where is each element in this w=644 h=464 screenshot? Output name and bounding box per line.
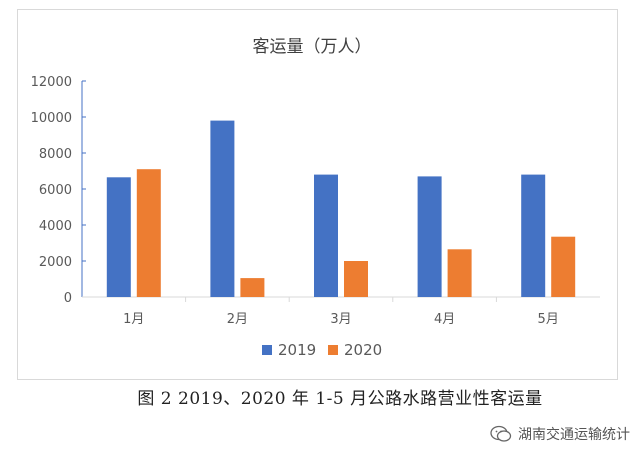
bar-2020 (344, 261, 368, 297)
y-tick-label: 4000 (39, 219, 72, 234)
legend-swatch-2019 (262, 345, 272, 355)
y-tick-label: 12000 (31, 75, 72, 90)
watermark: 湖南交通运输统计 (490, 424, 630, 444)
legend-label-2020: 2020 (344, 341, 382, 359)
legend: 2019 2020 (262, 341, 382, 359)
bar-2019 (417, 176, 442, 297)
chart-title: 客运量（万人） (253, 37, 372, 57)
legend-swatch-2020 (328, 345, 338, 355)
y-tick-label: 8000 (39, 147, 72, 162)
bars (106, 120, 576, 297)
x-tick-label: 5月 (538, 312, 559, 327)
x-tick-label: 4月 (434, 312, 455, 327)
watermark-text: 湖南交通运输统计 (518, 427, 630, 443)
bar-2020 (136, 169, 161, 297)
bar-2020 (447, 249, 472, 297)
y-tick-label: 0 (64, 291, 72, 306)
y-tick-label: 6000 (39, 183, 72, 198)
bar-2019 (521, 174, 546, 297)
y-tick-label: 10000 (31, 111, 72, 126)
bar-2020 (240, 278, 265, 297)
bar-2019 (314, 174, 338, 297)
bar-2020 (551, 236, 576, 297)
x-tick-label: 2月 (227, 312, 248, 327)
axes: 0 2000 4000 6000 8000 10000 12000 1月 2月 3月 4月 5月 (31, 75, 600, 327)
bar-2019 (106, 177, 131, 297)
bar-2019 (210, 120, 235, 297)
x-tick-label: 3月 (330, 312, 351, 327)
x-tick-label: 1月 (123, 312, 144, 327)
y-tick-label: 2000 (39, 255, 72, 270)
wechat-icon (490, 425, 512, 442)
legend-label-2019: 2019 (278, 341, 316, 359)
figure-caption: 图 2 2019、2020 年 1-5 月公路水路营业性客运量 (137, 389, 543, 409)
